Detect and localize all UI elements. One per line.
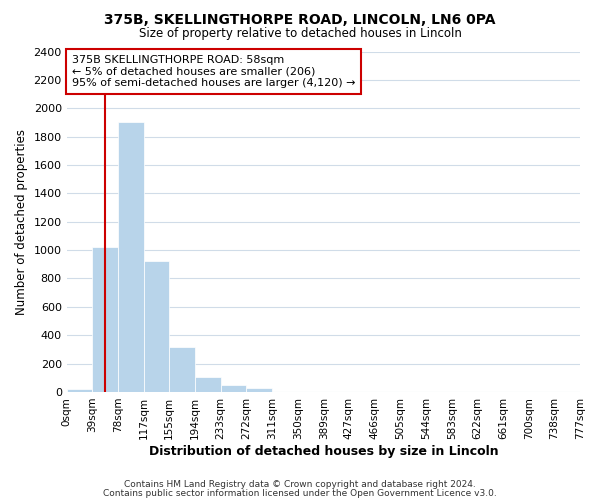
Bar	[221, 385, 247, 392]
Text: 375B, SKELLINGTHORPE ROAD, LINCOLN, LN6 0PA: 375B, SKELLINGTHORPE ROAD, LINCOLN, LN6 …	[104, 12, 496, 26]
Bar	[169, 346, 195, 392]
Bar	[144, 262, 169, 392]
Bar	[118, 122, 144, 392]
Text: Contains HM Land Registry data © Crown copyright and database right 2024.: Contains HM Land Registry data © Crown c…	[124, 480, 476, 489]
Text: 375B SKELLINGTHORPE ROAD: 58sqm
← 5% of detached houses are smaller (206)
95% of: 375B SKELLINGTHORPE ROAD: 58sqm ← 5% of …	[72, 55, 355, 88]
Text: Contains public sector information licensed under the Open Government Licence v3: Contains public sector information licen…	[103, 488, 497, 498]
Bar	[195, 377, 221, 392]
Bar	[247, 388, 272, 392]
Bar	[92, 248, 118, 392]
Bar	[67, 389, 92, 392]
X-axis label: Distribution of detached houses by size in Lincoln: Distribution of detached houses by size …	[149, 444, 498, 458]
Text: Size of property relative to detached houses in Lincoln: Size of property relative to detached ho…	[139, 28, 461, 40]
Y-axis label: Number of detached properties: Number of detached properties	[15, 128, 28, 314]
